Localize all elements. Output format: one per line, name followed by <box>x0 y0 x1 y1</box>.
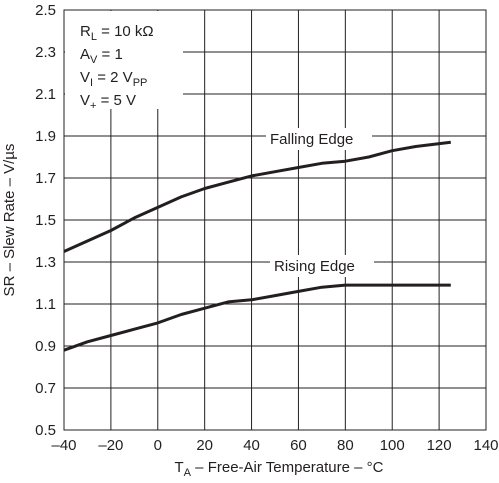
x-tick-label: 80 <box>337 437 354 454</box>
x-axis-title-rest: – Free-Air Temperature – °C <box>191 459 384 476</box>
falling-label-background <box>266 128 372 150</box>
x-tick-label: 40 <box>243 437 260 454</box>
x-axis-title-main: T <box>175 459 184 476</box>
condition-line: VI = 2 VPP <box>80 69 147 89</box>
plot-frame <box>63 9 487 431</box>
conditions-background <box>65 11 183 109</box>
y-tick-label: 0.5 <box>35 422 56 439</box>
x-tick-label: –40 <box>51 437 76 454</box>
y-tick-label: 1.1 <box>35 296 56 313</box>
condition-line: AV = 1 <box>80 46 123 66</box>
series-lines <box>63 128 451 352</box>
y-tick-label: 2.3 <box>35 44 56 61</box>
x-axis-title-sub: A <box>184 467 192 479</box>
y-tick-label: 1.5 <box>35 212 56 229</box>
y-tick-label: 2.5 <box>35 2 56 19</box>
condition-line: RL = 10 kΩ <box>80 23 154 43</box>
y-tick-label: 0.9 <box>35 338 56 355</box>
x-tick-label: 60 <box>290 437 307 454</box>
x-tick-label: –20 <box>98 437 123 454</box>
y-axis-title: SR – Slew Rate – V/µs <box>1 144 18 297</box>
condition-line: V+ = 5 V <box>80 92 136 112</box>
rising-label-background <box>270 255 374 277</box>
x-tick-label: 0 <box>154 437 162 454</box>
test-conditions: RL = 10 kΩ AV = 1 VI = 2 VPP V+ = 5 V <box>65 11 183 112</box>
x-tick-label: 120 <box>427 437 452 454</box>
tick-labels: –40 –20 0 20 40 60 80 100 120 140 0.5 0.7 0.9 1.1 1.3 1… <box>35 2 498 454</box>
x-tick-label: 100 <box>380 437 405 454</box>
y-tick-label: 1.7 <box>35 170 56 187</box>
y-tick-label: 2.1 <box>35 86 56 103</box>
series-label-rising-edge: Rising Edge <box>274 258 355 275</box>
series-line-falling-edge <box>63 140 451 253</box>
x-axis-title: TA – Free-Air Temperature – °C <box>175 459 384 479</box>
series-line-rising-edge <box>63 283 451 352</box>
series-label-falling-edge: Falling Edge <box>270 131 353 148</box>
y-tick-label: 1.3 <box>35 254 56 271</box>
x-tick-label: 20 <box>196 437 213 454</box>
y-tick-label: 0.7 <box>35 380 56 397</box>
y-tick-label: 1.9 <box>35 128 56 145</box>
x-tick-label: 140 <box>473 437 498 454</box>
